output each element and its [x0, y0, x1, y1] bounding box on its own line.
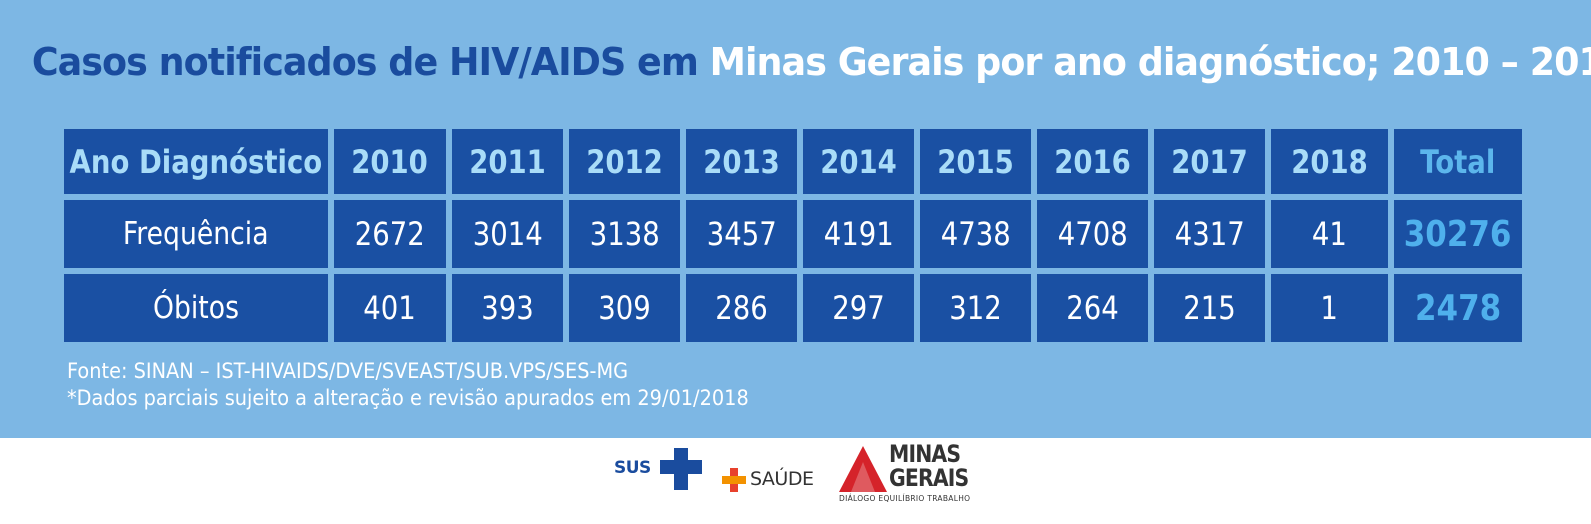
header-year-2014: 2014 [803, 129, 914, 194]
total-cell: 2478 [1394, 274, 1522, 342]
title-part-dark: Casos notificados de HIV/AIDS em [31, 40, 710, 84]
header-total-cell: Total [1394, 129, 1522, 194]
data-cell: 297 [803, 274, 914, 342]
minas-gerais-logo: MINAS GERAIS DIÁLOGO EQUILÍBRIO TRABALHO [837, 442, 987, 512]
saude-logo-text: SAÚDE [750, 468, 814, 490]
page-title: Casos notificados de HIV/AIDS em Minas G… [31, 40, 1591, 84]
data-cell: 4191 [803, 200, 914, 268]
header-year-2015: 2015 [920, 129, 1031, 194]
data-cell: 401 [334, 274, 446, 342]
row-label-cell: Frequência [64, 200, 328, 268]
saude-logo: SAÚDE [720, 462, 820, 502]
data-cell: 3138 [569, 200, 680, 268]
row-label-cell: Óbitos [64, 274, 328, 342]
data-cell: 215 [1154, 274, 1265, 342]
source-note: Fonte: SINAN – IST-HIVAIDS/DVE/SVEAST/SU… [67, 359, 629, 383]
data-cell: 3457 [686, 200, 797, 268]
header-year-2017: 2017 [1154, 129, 1265, 194]
data-cell: 4708 [1037, 200, 1148, 268]
header-year-2010: 2010 [334, 129, 446, 194]
data-cell: 286 [686, 274, 797, 342]
title-part-light: Minas Gerais por ano diagnóstico; 2010 –… [709, 40, 1591, 84]
sus-logo: SUS [614, 446, 704, 492]
data-cell: 4738 [920, 200, 1031, 268]
notes: Fonte: SINAN – IST-HIVAIDS/DVE/SVEAST/SU… [67, 358, 749, 412]
saude-plus-icon [722, 468, 746, 492]
header-year-2016: 2016 [1037, 129, 1148, 194]
header-year-2013: 2013 [686, 129, 797, 194]
footnote: *Dados parciais sujeito a alteração e re… [67, 386, 749, 410]
sus-cross-icon [660, 448, 702, 490]
data-cell: 1 [1271, 274, 1388, 342]
minas-triangle-icon [839, 446, 887, 492]
data-cell: 312 [920, 274, 1031, 342]
minas-gerais-wordmark: MINAS GERAIS [889, 440, 969, 492]
header-year-2011: 2011 [452, 129, 563, 194]
data-cell: 41 [1271, 200, 1388, 268]
data-cell: 3014 [452, 200, 563, 268]
infographic-panel: Casos notificados de HIV/AIDS em Minas G… [0, 0, 1591, 438]
data-cell: 393 [452, 274, 563, 342]
header-label-cell: Ano Diagnóstico [64, 129, 328, 194]
total-cell: 30276 [1394, 200, 1522, 268]
logo-bar: SUS SAÚDE MINAS GERAIS DIÁLOGO EQUILÍBRI… [0, 438, 1591, 524]
data-cell: 2672 [334, 200, 446, 268]
header-year-2018: 2018 [1271, 129, 1388, 194]
header-year-2012: 2012 [569, 129, 680, 194]
data-cell: 4317 [1154, 200, 1265, 268]
data-table: Ano Diagnóstico 2010 2011 2012 2013 2014 2015 2… [64, 129, 1522, 342]
sus-logo-text: SUS [614, 458, 651, 478]
minas-gerais-tagline: DIÁLOGO EQUILÍBRIO TRABALHO [839, 494, 971, 503]
data-cell: 309 [569, 274, 680, 342]
data-cell: 264 [1037, 274, 1148, 342]
